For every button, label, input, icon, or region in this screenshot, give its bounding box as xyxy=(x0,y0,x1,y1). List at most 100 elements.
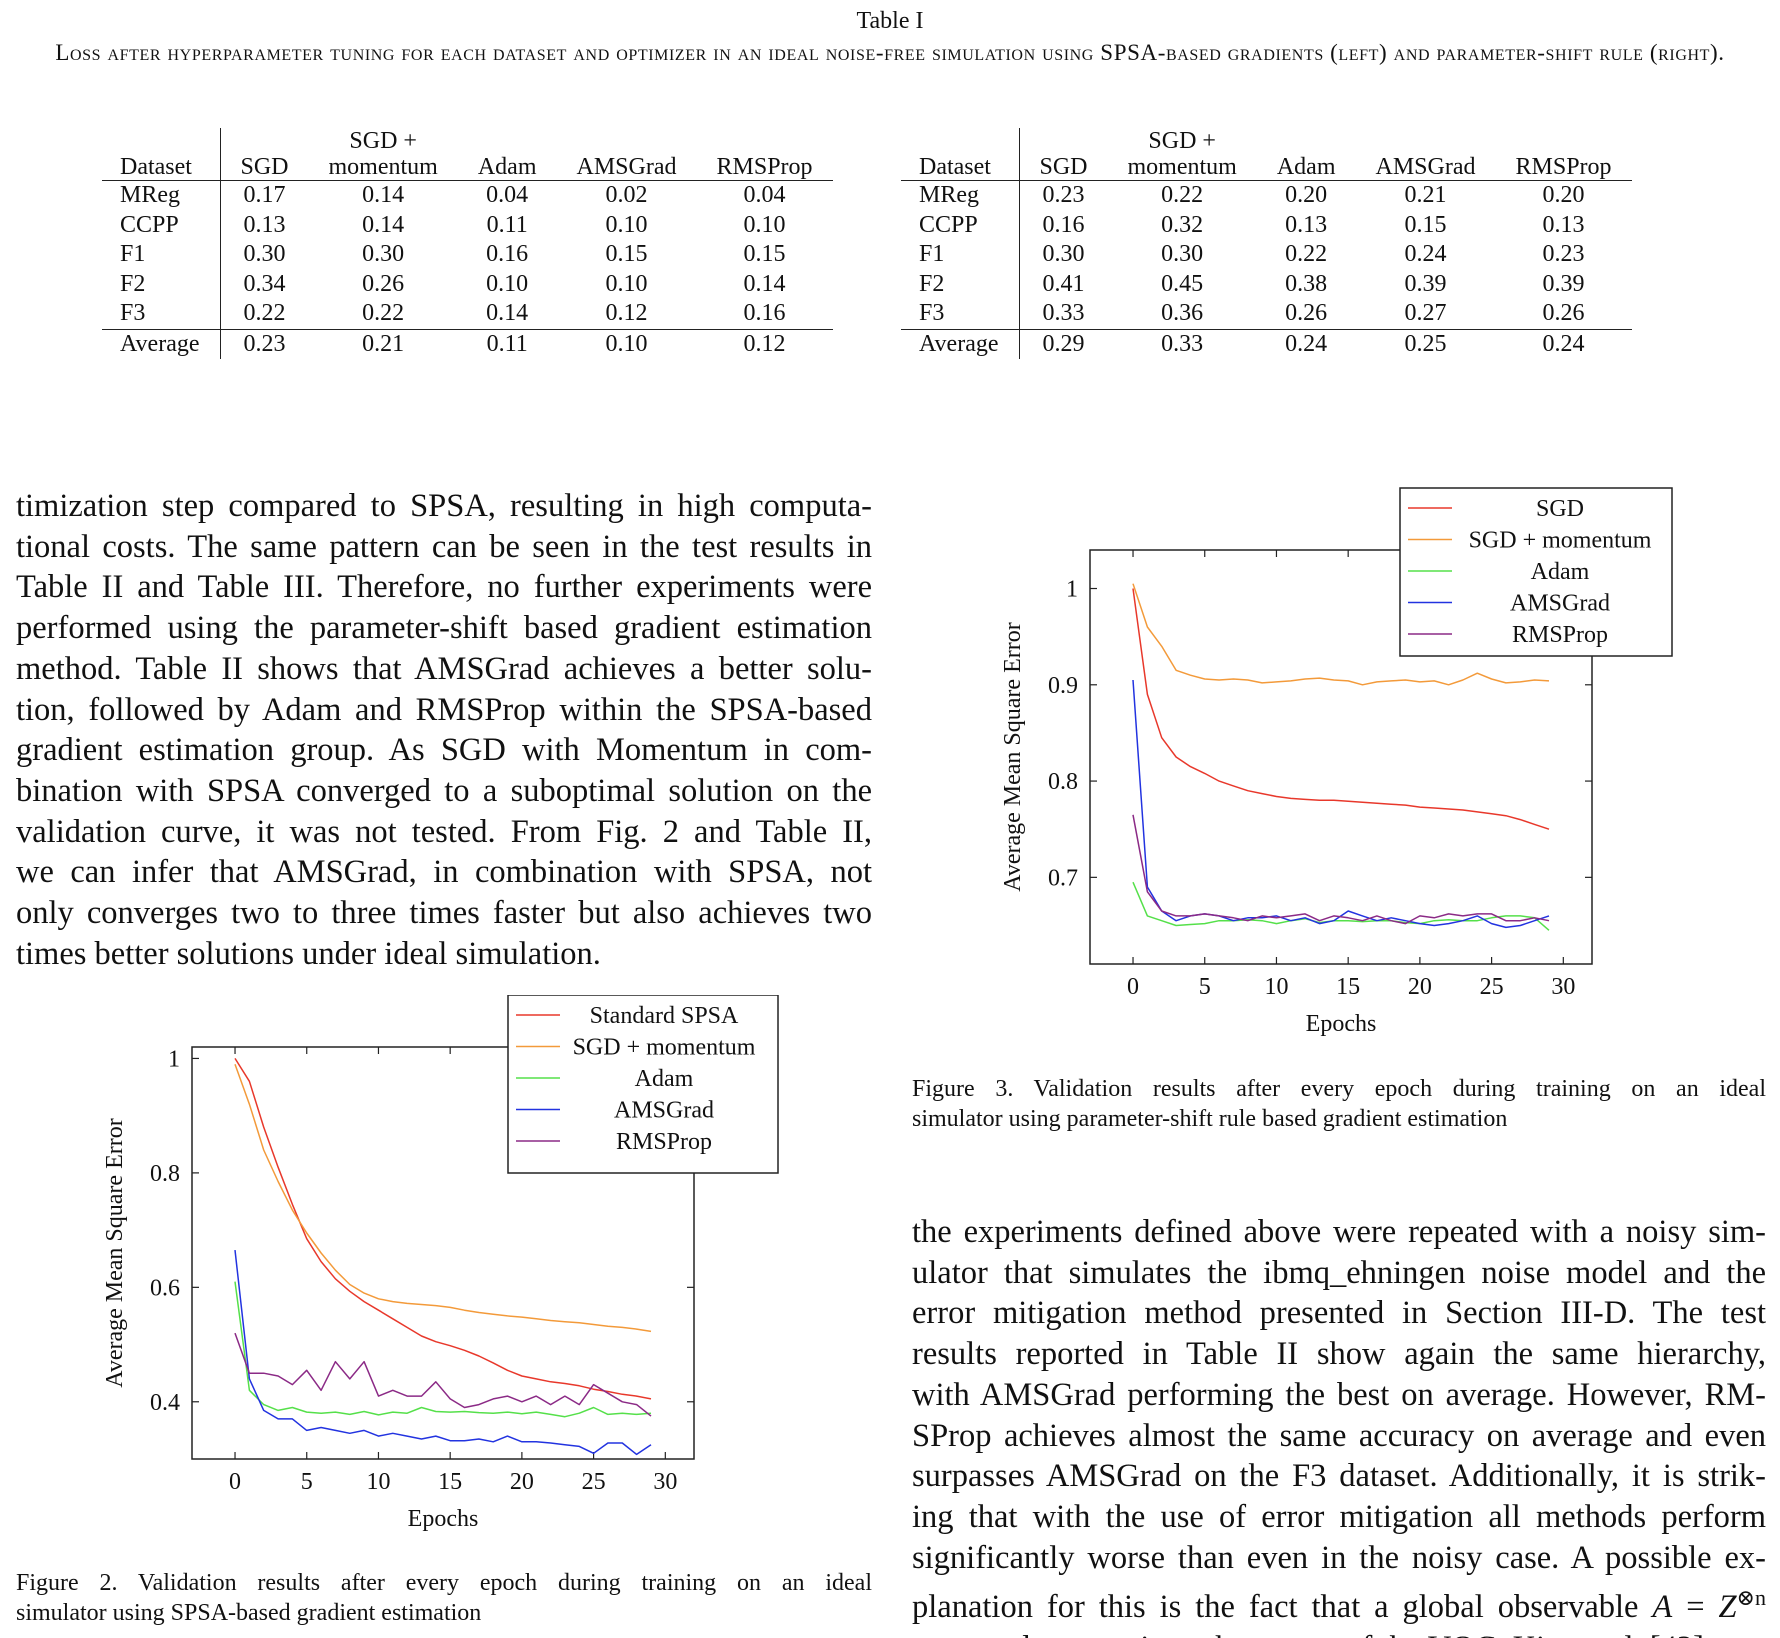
loss-value: 0.14 xyxy=(362,182,405,208)
x-tick-label: 0 xyxy=(229,1469,241,1495)
x-tick-label: 0 xyxy=(1127,974,1139,1000)
x-tick-label: 15 xyxy=(1336,974,1360,1000)
column-header: Dataset xyxy=(901,128,1020,181)
text-line: error mitigation method presented in Sec… xyxy=(912,1295,1766,1332)
dataset-name: F1 xyxy=(901,240,1020,270)
column-header: SGD + momentum xyxy=(1107,128,1257,181)
average-value: 0.11 xyxy=(457,328,557,359)
left-body-paragraph: timization step compared to SPSA, result… xyxy=(16,486,872,974)
y-tick-label: 0.7 xyxy=(1048,865,1078,891)
legend-box xyxy=(1399,487,1673,657)
series-line-adam xyxy=(234,1281,652,1418)
dataset-name: F2 xyxy=(102,269,221,299)
series-line-amsgrad xyxy=(234,1250,652,1456)
loss-value: 0.39 xyxy=(1542,270,1585,297)
legend-label: Adam xyxy=(1531,559,1590,585)
text-line: with AMSGrad performing the best on aver… xyxy=(912,1376,1766,1413)
table-label: Table I xyxy=(856,8,924,34)
average-value: 0.23 xyxy=(220,328,309,359)
loss-value: 0.32 xyxy=(1161,211,1204,238)
figure-2-chart: 0 5 10 15 20 25 30 0.4 0.6 0.8 1 Epochs Average Mean… xyxy=(102,995,779,1532)
dataset-name: CCPP xyxy=(102,210,221,240)
loss-value: 0.16 xyxy=(1042,211,1085,238)
formula-a: A xyxy=(1652,1589,1673,1626)
loss-value: 0.14 xyxy=(362,211,405,238)
x-tick-label: 15 xyxy=(438,1469,462,1495)
legend-label: SGD + momentum xyxy=(573,1035,756,1061)
loss-value: 0.13 xyxy=(1542,211,1585,238)
table-right-container: Dataset SGD SGD + momentum Adam AMSGrad RMSPro… xyxy=(901,128,1632,359)
series-line-amsgrad xyxy=(1132,679,1550,929)
x-tick-label: 5 xyxy=(1199,974,1211,1000)
formula-z: Z xyxy=(1718,1589,1737,1626)
x-tick-label: 25 xyxy=(582,1469,606,1495)
table-row: CCPP 0.16 0.32 0.13 0.15 0.13 xyxy=(901,210,1632,240)
loss-value: 0.22 xyxy=(1161,182,1204,208)
text-line: ing that with the use of error mitigatio… xyxy=(912,1498,1766,1535)
caption-line: simulator using parameter-shift rule bas… xyxy=(912,1106,1508,1132)
loss-value: 0.02 xyxy=(605,182,648,208)
loss-value: 0.20 xyxy=(1542,182,1585,208)
average-value: 0.33 xyxy=(1107,328,1257,359)
loss-value: 0.04 xyxy=(486,182,529,208)
series-line-sgd-momentum xyxy=(1132,583,1550,686)
loss-value: 0.30 xyxy=(1042,241,1085,267)
table-row: F3 0.33 0.36 0.26 0.27 0.26 xyxy=(901,299,1632,329)
loss-value: 0.23 xyxy=(1542,241,1585,267)
x-tick-label: 10 xyxy=(366,1469,390,1495)
loss-value: 0.14 xyxy=(486,300,529,326)
x-tick-label: 25 xyxy=(1480,974,1504,1000)
column-header: Dataset xyxy=(102,128,221,181)
loss-value: 0.10 xyxy=(486,270,529,297)
loss-value: 0.12 xyxy=(605,300,648,326)
caption-line: Figure 3. Validation results after every… xyxy=(912,1076,1766,1102)
table-row: F2 0.41 0.45 0.38 0.39 0.39 xyxy=(901,269,1632,299)
loss-value: 0.24 xyxy=(1404,241,1447,267)
caption-line: Figure 2. Validation results after every… xyxy=(16,1570,872,1596)
table-average-row: Average 0.23 0.21 0.11 0.10 0.12 xyxy=(102,328,833,359)
legend-label: Adam xyxy=(635,1066,694,1092)
loss-value: 0.13 xyxy=(1285,211,1328,238)
loss-value: 0.33 xyxy=(1042,300,1085,326)
x-tick-label: 10 xyxy=(1264,974,1288,1000)
series-line-sgd xyxy=(1132,588,1550,830)
text-line: tional costs. The same pattern can be se… xyxy=(16,528,872,565)
legend-label: RMSProp xyxy=(616,1129,712,1155)
y-tick-label: 0.6 xyxy=(150,1275,180,1301)
x-axis-label: Epochs xyxy=(1306,1011,1377,1037)
text-line: only converges two to three times faster… xyxy=(16,895,872,932)
legend-label: Standard SPSA xyxy=(590,1003,739,1029)
dataset-name: CCPP xyxy=(901,210,1020,240)
series-line-sgd-momentum xyxy=(234,1063,652,1333)
loss-value: 0.22 xyxy=(243,300,286,326)
table-row: F3 0.22 0.22 0.14 0.12 0.16 xyxy=(102,299,833,329)
text-line: was used to constitute the output of the… xyxy=(912,1628,1766,1638)
average-value: 0.10 xyxy=(556,328,697,359)
loss-value: 0.14 xyxy=(743,270,786,297)
x-tick-label: 30 xyxy=(653,1469,677,1495)
text-line: results reported in Table II show again … xyxy=(912,1336,1766,1373)
loss-value: 0.26 xyxy=(1542,300,1585,326)
loss-value: 0.20 xyxy=(1285,182,1328,208)
text-line: performed using the parameter-shift base… xyxy=(16,610,872,647)
series-line-adam xyxy=(1132,881,1550,931)
column-header: SGD xyxy=(1019,128,1108,181)
average-value: 0.24 xyxy=(1256,328,1356,359)
average-value: 0.29 xyxy=(1019,328,1108,359)
text-line: ulator that simulates the ibmq_ehningen … xyxy=(912,1254,1766,1291)
average-label: Average xyxy=(901,328,1020,359)
loss-table-spsa: Dataset SGD SGD + momentum Adam AMSGrad RMSPro… xyxy=(102,128,833,359)
x-tick-label: 30 xyxy=(1551,974,1575,1000)
text-line: times better solutions under ideal simul… xyxy=(16,935,601,972)
dataset-name: F1 xyxy=(102,240,221,270)
y-axis-label: Average Mean Square Error xyxy=(102,1118,128,1387)
dataset-name: F2 xyxy=(901,269,1020,299)
loss-value: 0.26 xyxy=(1285,300,1328,326)
loss-value: 0.34 xyxy=(243,270,286,297)
table-left-container: Dataset SGD SGD + momentum Adam AMSGrad RMSPro… xyxy=(102,128,833,359)
x-tick-label: 20 xyxy=(510,1469,534,1495)
table-row: F1 0.30 0.30 0.22 0.24 0.23 xyxy=(901,240,1632,270)
loss-value: 0.30 xyxy=(362,241,405,267)
legend-box xyxy=(507,995,779,1174)
y-tick-label: 0.9 xyxy=(1048,673,1078,699)
